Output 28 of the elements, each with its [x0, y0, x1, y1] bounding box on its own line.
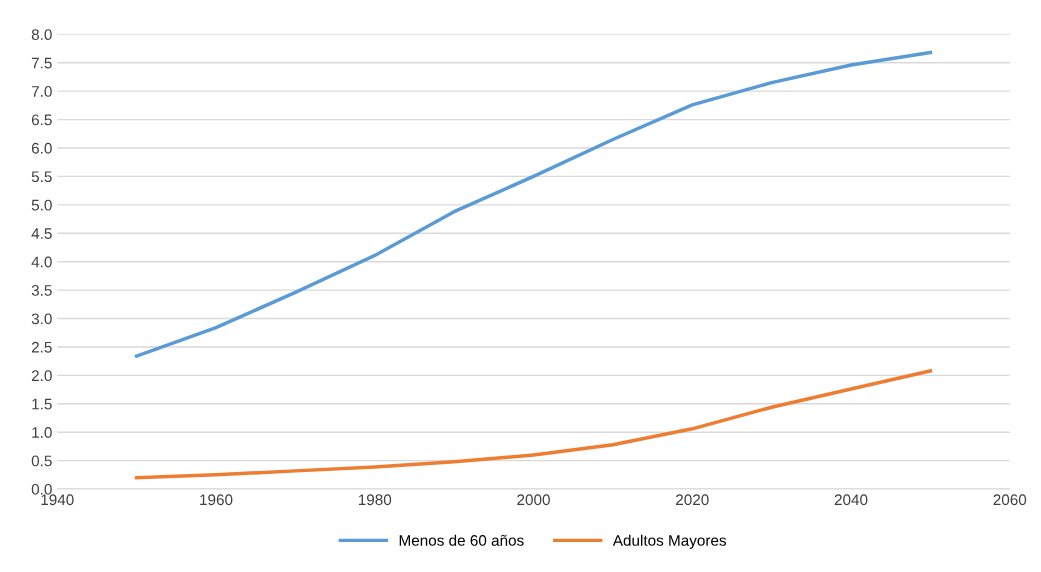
y-tick-label: 5.0	[31, 199, 52, 211]
x-tick-label: 2020	[676, 494, 709, 506]
x-tick-label: 2040	[834, 494, 868, 506]
y-tick-label: 5.5	[31, 171, 52, 183]
y-tick-label: 6.0	[31, 142, 52, 154]
y-tick-label: 3.0	[31, 313, 52, 325]
line-series	[134, 369, 933, 480]
y-tick-label: 1.0	[32, 427, 52, 438]
y-tick-label: 3.5	[31, 284, 52, 296]
legend-label: Adultos Mayores	[612, 534, 727, 549]
x-tick-label: 2060	[993, 494, 1027, 506]
y-tick-label: 0.0	[31, 483, 52, 495]
y-tick-label: 2.0	[31, 370, 52, 382]
y-tick-label: 4.0	[31, 256, 52, 268]
y-tick-label: 2.5	[31, 341, 52, 353]
x-tick-label: 1980	[358, 494, 392, 506]
legend-label: Menos de 60 años	[399, 534, 524, 546]
y-tick-label: 6.5	[31, 114, 52, 126]
y-tick-label: 7.5	[31, 57, 52, 69]
x-tick-label: 1940	[41, 494, 74, 506]
y-tick-label: 4.5	[31, 228, 52, 239]
y-tick-label: 8.0	[31, 29, 52, 41]
y-tick-label: 1.5	[32, 398, 52, 410]
y-tick-label: 0.5	[31, 455, 52, 467]
y-tick-label: 7.0	[31, 86, 52, 97]
x-tick-label: 2000	[517, 494, 550, 506]
line-series	[134, 50, 933, 358]
x-tick-label: 1960	[200, 494, 233, 506]
